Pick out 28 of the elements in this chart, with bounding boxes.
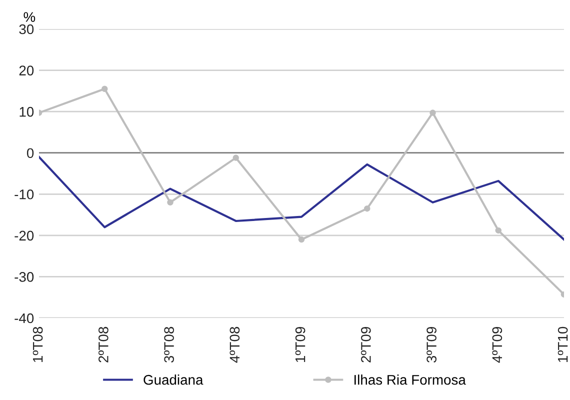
y-tick-label: 30	[19, 24, 34, 34]
point	[102, 86, 108, 92]
y-tick-label: 10	[20, 106, 34, 117]
point	[298, 236, 305, 243]
point	[495, 227, 502, 234]
x-tick-label: 1ºT10	[558, 326, 568, 362]
point	[167, 199, 174, 206]
y-tick-label: -40	[14, 313, 34, 324]
y-tick-label: -30	[14, 272, 34, 282]
x-tick-label: 3ºT09	[426, 326, 436, 363]
y-tick-label: 0	[26, 148, 34, 158]
x-tick-label: 3ºT08	[164, 326, 174, 363]
point	[430, 110, 436, 116]
line-series	[39, 156, 564, 241]
x-tick-label: 1ºT08	[32, 326, 43, 362]
y-axis-title: %	[24, 12, 36, 22]
y-tick-label: 20	[19, 66, 34, 76]
legend-label: Guadiana	[144, 374, 204, 385]
x-tick-label: 2ºT08	[98, 326, 108, 362]
x-tick-label: 2ºT09	[361, 326, 371, 362]
x-tick-label: 1ºT09	[295, 326, 306, 362]
x-tick-label: 4ºT08	[230, 326, 240, 363]
y-tick-label: -10	[14, 189, 34, 200]
legend-label: Ilhas Ria Formosa	[354, 374, 466, 385]
point	[232, 154, 239, 161]
point	[364, 205, 370, 212]
y-tick-label: -20	[14, 230, 34, 241]
x-tick-label: 4ºT09	[492, 326, 502, 363]
